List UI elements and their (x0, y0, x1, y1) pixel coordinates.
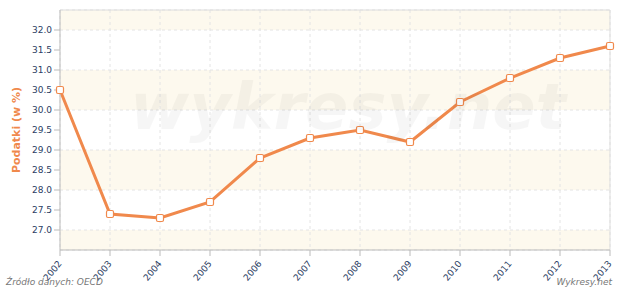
svg-text:2003: 2003 (91, 258, 114, 283)
svg-text:28.5: 28.5 (32, 165, 52, 175)
svg-text:32.0: 32.0 (32, 25, 52, 35)
svg-text:28.0: 28.0 (32, 185, 52, 195)
svg-text:27.0: 27.0 (32, 225, 52, 235)
svg-text:30.0: 30.0 (32, 105, 52, 115)
svg-text:2008: 2008 (341, 259, 364, 283)
svg-text:29.0: 29.0 (32, 145, 52, 155)
html-text:Podatki (w %): Podatki (w %) (9, 86, 23, 174)
svg-text:2010: 2010 (441, 259, 464, 283)
svg-text:27.5: 27.5 (32, 205, 52, 215)
svg-text:2002: 2002 (41, 258, 64, 283)
svg-text:2005: 2005 (191, 259, 213, 283)
svg-text:2009: 2009 (391, 259, 414, 283)
svg-text:31.0: 31.0 (32, 65, 52, 75)
svg-text:2004: 2004 (141, 259, 164, 283)
svg-text:2012: 2012 (541, 258, 564, 283)
svg-text:2011: 2011 (491, 259, 513, 283)
svg-text:31.5: 31.5 (32, 45, 52, 55)
svg-text:30.5: 30.5 (32, 85, 52, 95)
svg-text:2006: 2006 (241, 259, 264, 283)
svg-text:2007: 2007 (291, 259, 313, 283)
html-text:wykresy.net: wykresy.net (130, 70, 567, 144)
html-text:Wykresy.net: Wykresy.net (556, 277, 612, 287)
svg-text:29.5: 29.5 (32, 125, 52, 135)
html-text:Źródło danych: OECD: Źródło danych: OECD (6, 277, 103, 287)
